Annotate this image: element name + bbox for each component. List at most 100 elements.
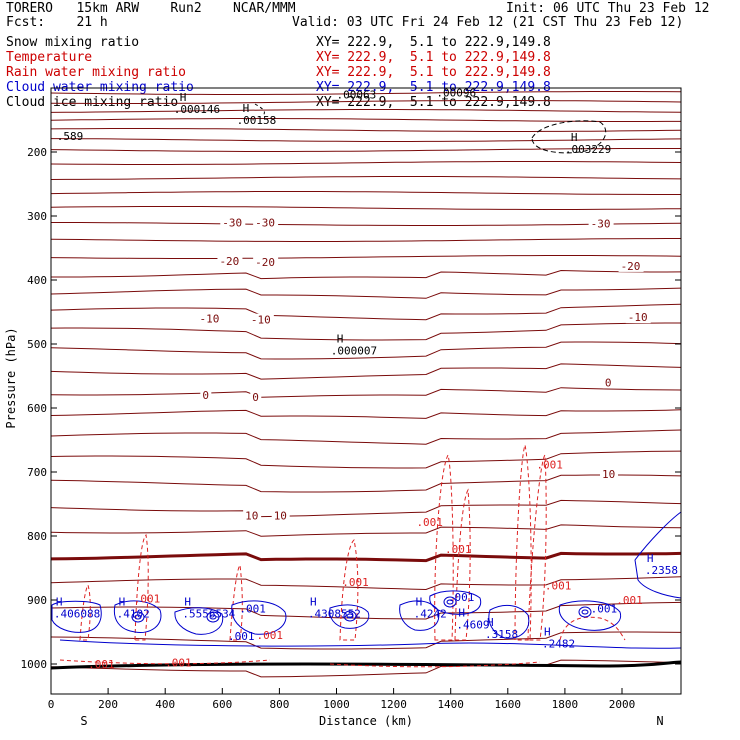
isotherm: [50, 450, 682, 469]
cloud-water-contour: [329, 604, 370, 629]
isotherm: [50, 206, 682, 210]
field-snow: Snow mixing ratio: [6, 35, 140, 50]
cloud-water-value: .2358: [645, 564, 678, 577]
temperature-label: 10: [245, 510, 258, 523]
rain-contour: [329, 661, 541, 668]
x-tick-label: 800: [269, 698, 289, 711]
rain-label: .001: [536, 458, 563, 471]
x-tick-label: 1200: [380, 698, 407, 711]
cloud-water-value: .001: [239, 602, 266, 615]
maximum-value: .589: [57, 130, 84, 143]
snow-contour: [531, 120, 607, 154]
rain-contour: [339, 539, 359, 641]
cloud-water-max-ring: [578, 606, 592, 618]
forecast-hour: Fcst: 21 h: [6, 15, 108, 30]
ice-contour: [254, 103, 265, 117]
label-bg: [602, 376, 614, 389]
label-bg: [197, 312, 223, 325]
cloud-water-marker: H: [56, 596, 63, 609]
rain-contour: [134, 534, 149, 641]
rain-label: .001: [88, 658, 115, 671]
cloud-water-value: .001: [228, 630, 255, 643]
maximum-marker: H: [243, 102, 250, 115]
cloud-water-marker: H: [119, 596, 126, 609]
temperature-label: -10: [199, 312, 219, 325]
cloud-water-marker: H: [647, 552, 654, 565]
field-cloud-ice-xy: XY= 222.9, 5.1 to 222.9,149.8: [316, 95, 551, 110]
label-bg: [625, 311, 651, 324]
cloud-water-marker: H: [184, 596, 191, 609]
isotherm: [50, 100, 682, 104]
x-axis-label: Distance (km): [319, 714, 413, 728]
cloud-water-value: .2482: [542, 638, 575, 651]
isotherm: [50, 128, 682, 132]
y-tick-label: 400: [27, 274, 47, 287]
isotherm: [50, 659, 682, 678]
cloud-water-max-ring: [446, 599, 454, 605]
rain-contour: [434, 453, 454, 641]
label-bg: [253, 216, 279, 229]
rain-contour: [229, 563, 243, 641]
cloud-water-value: .406088: [54, 608, 100, 621]
isotherm: [50, 109, 682, 113]
plot-frame: [50, 87, 682, 695]
isotherm: [50, 429, 682, 445]
x-tick-label: 400: [155, 698, 175, 711]
temperature-label: -10: [628, 311, 648, 324]
y-tick-label: 300: [27, 210, 47, 223]
field-temperature: Temperature: [6, 50, 93, 65]
x-tick-label: 1600: [495, 698, 522, 711]
x-tick-label: 1400: [437, 698, 464, 711]
isotherm: [50, 576, 682, 591]
temperature-label: -30: [591, 218, 611, 231]
label-bg: [618, 259, 644, 272]
field-temperature-xy: XY= 222.9, 5.1 to 222.9,149.8: [316, 50, 551, 65]
y-axis-label: Pressure (hPa): [4, 327, 18, 428]
x-end-label-left: S: [80, 714, 87, 728]
maximum-value: .00096: [436, 86, 476, 99]
isotherm: [50, 191, 681, 195]
cloud-water-contour: [399, 600, 440, 631]
cloud-water-marker: H: [416, 596, 423, 609]
temperature-label: 10: [602, 468, 615, 481]
y-tick-label: 600: [27, 402, 47, 415]
x-tick-label: 1000: [323, 698, 350, 711]
isotherm: [50, 148, 681, 152]
init-time: Init: 06 UTC Thu 23 Feb 12: [506, 1, 710, 16]
cloud-water-max-ring: [131, 611, 145, 623]
label-bg: [588, 217, 614, 230]
isotherm: [50, 474, 682, 493]
isotherm: [50, 161, 682, 165]
isotherm: [50, 287, 682, 299]
cloud-water-contour: [51, 600, 102, 633]
isotherm: [50, 409, 682, 419]
x-tick-label: 2000: [609, 698, 636, 711]
temperature-label: -20: [255, 256, 275, 269]
temperature-label: -20: [219, 255, 239, 268]
cloud-water-max-ring: [209, 614, 217, 620]
field-rain-xy: XY= 222.9, 5.1 to 222.9,149.8: [316, 65, 551, 80]
temperature-label: 0: [605, 376, 612, 389]
isotherm: [50, 91, 682, 95]
label-bg: [220, 216, 246, 229]
cloud-water-value: .5556534: [182, 608, 235, 621]
cloud-water-contour: [113, 600, 162, 634]
maximum-value: .000007: [331, 344, 377, 357]
rain-contour: [514, 443, 532, 641]
temperature-label: -30: [255, 216, 275, 229]
label-bg: [600, 467, 619, 480]
x-tick-label: 0: [48, 698, 55, 711]
cloud-water-contour: [174, 607, 224, 635]
cloud-water-max-ring: [581, 609, 589, 615]
label-bg: [250, 391, 262, 404]
cloud-water-value: .001: [448, 591, 475, 604]
isotherm: [51, 222, 682, 226]
rain-label: .001: [445, 543, 472, 556]
cloud-water-value: .4242: [414, 608, 447, 621]
isotherm: [50, 524, 682, 537]
cloud-water-contour: [558, 600, 622, 631]
field-rain: Rain water mixing ratio: [6, 65, 187, 80]
temperature-label: 0: [252, 391, 259, 404]
maximum-marker: H: [337, 332, 344, 345]
isotherm: [50, 176, 682, 180]
